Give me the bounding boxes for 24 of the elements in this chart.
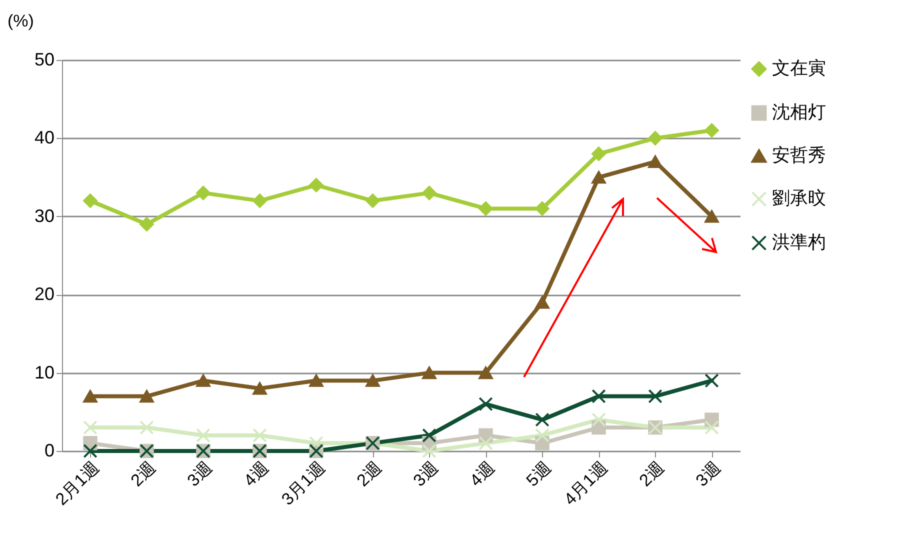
y-tick-label: 20 — [34, 284, 54, 304]
legend-label: 劉承旼 — [772, 188, 826, 208]
x-tick-label: 4週 — [240, 458, 272, 490]
x-tick-label: 4週 — [466, 458, 498, 490]
y-axis-title: (%) — [8, 12, 34, 30]
y-tick-label: 30 — [34, 206, 54, 226]
y-tick-label: 40 — [34, 128, 54, 148]
x-tick-label: 3月1週 — [278, 458, 329, 509]
x-tick-label: 2月1週 — [52, 458, 103, 509]
x-tick-label: 4月1週 — [560, 458, 612, 509]
x-tick-label: 3週 — [692, 458, 724, 490]
x-tick-label: 2週 — [127, 458, 160, 490]
y-tick-label: 10 — [34, 362, 54, 382]
x-tick-label: 3週 — [410, 458, 442, 490]
x-tick-label: 2週 — [353, 458, 386, 490]
x-tick-label: 3週 — [184, 458, 216, 490]
legend-label: 文在寅 — [772, 58, 826, 78]
y-tick-label: 50 — [34, 50, 54, 70]
legend-label: 沈相灯 — [772, 102, 826, 122]
x-tick-label: 2週 — [636, 458, 668, 490]
legend-label: 安哲秀 — [772, 145, 826, 165]
legend-label: 洪準杓 — [772, 232, 826, 252]
y-tick-label: 0 — [44, 440, 54, 460]
x-tick-label: 5週 — [522, 458, 555, 490]
